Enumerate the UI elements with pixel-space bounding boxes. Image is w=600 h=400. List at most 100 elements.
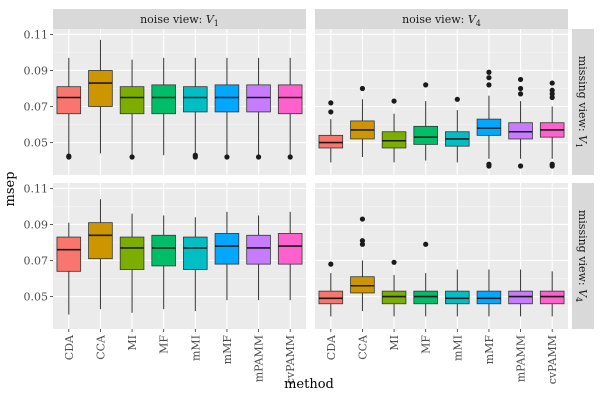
y-tick-label: 0.11 xyxy=(24,28,49,41)
box-iqr xyxy=(413,290,438,305)
box-iqr xyxy=(119,86,145,115)
outlier-point xyxy=(287,154,293,160)
box-mMF xyxy=(214,57,240,160)
box-CCA xyxy=(88,39,113,154)
outlier-point xyxy=(549,91,555,97)
panel: CDA CCA MI MF mMI mMF mPAMM cvPAMM xyxy=(315,183,568,384)
box-MI xyxy=(381,259,407,317)
panel-background xyxy=(315,183,568,329)
box-iqr xyxy=(183,86,208,113)
outlier-point xyxy=(328,261,334,267)
box-iqr xyxy=(476,290,502,305)
box-iqr xyxy=(445,290,470,305)
y-tick-label: 0.09 xyxy=(24,64,49,77)
box-mPAMM xyxy=(246,215,271,301)
box-MI xyxy=(381,98,407,163)
y-tick-label: 0.11 xyxy=(24,182,49,195)
x-tick-label: mMI xyxy=(189,335,202,361)
outlier-point xyxy=(549,80,555,86)
box-cvPAMM xyxy=(539,80,565,169)
box-cvPAMM xyxy=(277,57,303,160)
col-strip xyxy=(53,9,306,29)
box-cvPAMM xyxy=(277,211,303,301)
outlier-point xyxy=(517,91,524,97)
x-tick-label: CCA xyxy=(356,334,369,360)
box-iqr xyxy=(318,290,344,305)
outlier-point xyxy=(454,96,460,102)
box-CDA xyxy=(318,261,344,317)
outlier-point xyxy=(517,163,524,169)
outlier-point xyxy=(517,85,524,92)
box-iqr xyxy=(119,236,145,270)
box-mMI xyxy=(183,57,208,160)
box-MF xyxy=(151,215,176,310)
box-iqr xyxy=(277,233,303,265)
box-iqr xyxy=(56,236,82,272)
box-iqr xyxy=(88,222,113,260)
y-tick-label: 0.05 xyxy=(24,137,49,150)
outlier-point xyxy=(423,241,429,247)
outlier-point xyxy=(391,98,397,104)
box-iqr xyxy=(508,290,533,305)
outlier-point xyxy=(359,85,366,92)
box-MI xyxy=(119,213,145,313)
box-CDA xyxy=(56,222,82,315)
row-strip-label: missing view: V1 xyxy=(574,56,589,148)
box-mMI xyxy=(183,217,208,311)
x-tick-label: mPAMM xyxy=(515,335,528,382)
x-tick-label: CDA xyxy=(325,334,338,360)
x-tick-label: MI xyxy=(126,335,139,351)
x-tick-label: CCA xyxy=(94,334,107,360)
box-mMI xyxy=(445,96,470,163)
box-CDA xyxy=(318,100,344,163)
box-iqr xyxy=(246,84,271,113)
box-iqr xyxy=(350,276,375,294)
outlier-point xyxy=(359,238,366,244)
box-MI xyxy=(119,59,145,160)
box-iqr xyxy=(151,84,176,115)
box-iqr xyxy=(151,234,176,267)
outlier-point xyxy=(549,87,555,93)
outlier-point xyxy=(549,94,555,101)
panel: 0.05 0.07 0.09 0.11 xyxy=(24,28,306,175)
outlier-point xyxy=(129,154,135,160)
box-CCA xyxy=(350,85,375,157)
outlier-point xyxy=(486,69,492,75)
box-CCA xyxy=(350,216,375,311)
outlier-point xyxy=(224,154,230,160)
box-iqr xyxy=(413,125,438,145)
y-tick-label: 0.09 xyxy=(24,218,49,231)
x-axis-title: method xyxy=(284,377,334,392)
col-strip xyxy=(315,9,568,29)
x-tick-label: cvPAMM xyxy=(284,335,297,384)
outlier-point xyxy=(423,82,429,88)
box-iqr xyxy=(476,118,502,136)
x-tick-label: mMI xyxy=(451,335,464,361)
x-tick-label: cvPAMM xyxy=(546,335,559,384)
box-iqr xyxy=(318,134,344,149)
row-strip xyxy=(572,29,594,175)
col-strip-label: noise view: V4 xyxy=(402,13,481,28)
outlier-point xyxy=(549,161,555,167)
outlier-point xyxy=(192,152,198,158)
y-tick-label: 0.05 xyxy=(24,291,49,304)
x-tick-label: CDA xyxy=(63,334,76,360)
box-mPAMM xyxy=(246,57,271,160)
box-mPAMM xyxy=(508,76,533,169)
outlier-point xyxy=(391,259,397,265)
box-MF xyxy=(413,241,438,317)
box-MF xyxy=(151,57,176,156)
box-CCA xyxy=(88,199,113,310)
box-MF xyxy=(413,82,438,161)
box-iqr xyxy=(88,70,113,107)
panel xyxy=(315,29,568,175)
outlier-point xyxy=(486,82,492,88)
box-iqr xyxy=(214,233,240,265)
box-iqr xyxy=(277,84,303,115)
panel: 0.05 0.07 0.09 0.11 CDA CCA MI MF mMI mMF mPAMM cvP… xyxy=(24,182,306,384)
box-mMF xyxy=(476,269,502,317)
outlier-point xyxy=(328,100,334,106)
box-iqr xyxy=(539,290,565,305)
box-iqr xyxy=(183,236,208,270)
x-tick-label: mPAMM xyxy=(253,335,266,382)
